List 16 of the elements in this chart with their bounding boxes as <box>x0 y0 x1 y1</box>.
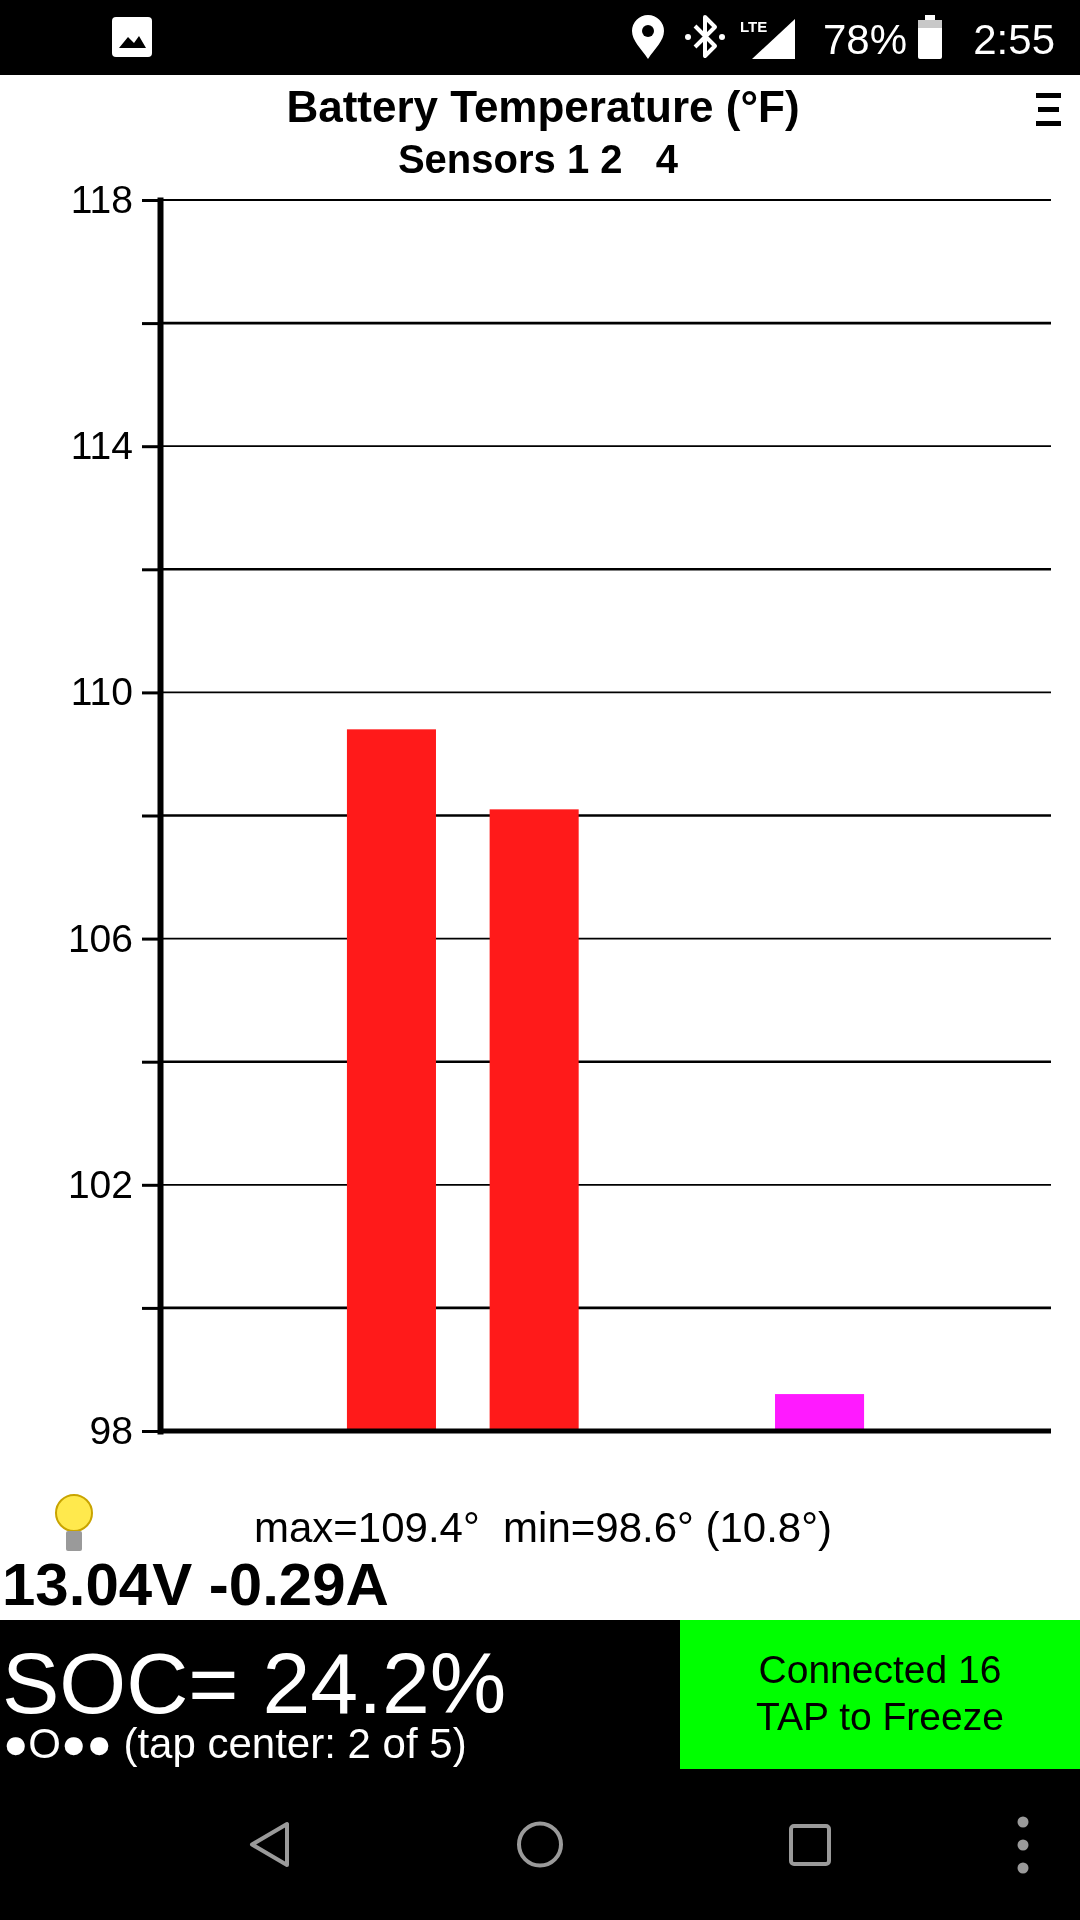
text: Connected 16 <box>758 1648 1002 1691</box>
text: 13.04V -0.29A <box>2 1551 389 1618</box>
chart-title: Battery Temperature (°F) <box>286 82 800 131</box>
text: TAP to Freeze <box>756 1695 1004 1738</box>
chart-subtitle: Sensors 1 2 4 <box>397 137 679 181</box>
y-tick-label: 110 <box>70 670 133 714</box>
y-tick-label: 102 <box>67 1162 133 1206</box>
y-tick-label: 114 <box>70 424 133 468</box>
y-tick-label: 98 <box>89 1408 133 1452</box>
text: LTE <box>740 18 768 35</box>
text: max=109.4° min=98.6° (10.8°) <box>253 1504 833 1551</box>
text: 2:55 <box>973 16 1055 63</box>
y-tick-label: 118 <box>70 177 133 221</box>
y-tick-label: 106 <box>67 916 133 960</box>
text: ●O●● (tap center: 2 of 5) <box>3 1720 467 1767</box>
text: 78% <box>823 16 908 63</box>
